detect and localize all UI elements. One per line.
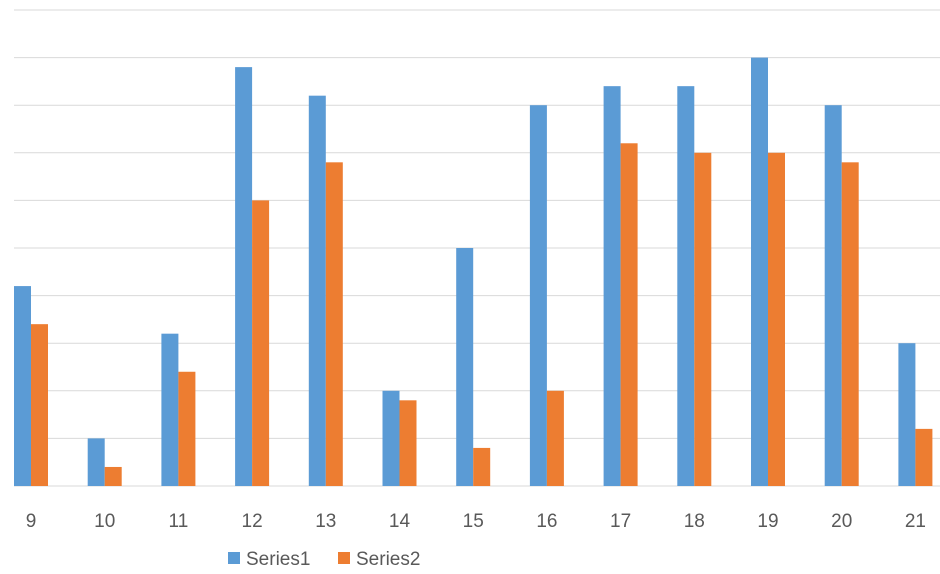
x-tick-label: 9 [26,511,37,532]
bar-series1-11 [161,333,179,486]
x-tick-label: 16 [536,511,557,532]
legend-swatch-series2 [338,552,350,564]
x-tick-label: 21 [905,511,926,532]
legend-swatch-series1 [228,552,240,564]
x-axis-tick-labels: 9 10 11 12 13 14 15 16 17 18 19 20 21 [26,511,926,532]
bar-series1-13 [308,95,326,487]
gridlines [14,9,940,487]
bar-series2-11 [178,371,196,486]
legend-label-series1: Series1 [246,549,310,570]
bar-series2-18 [694,152,712,487]
bar-series1-15 [456,248,474,486]
bar-series1-17 [603,86,621,486]
x-tick-label: 17 [610,511,631,532]
bar-series1-20 [824,105,842,486]
bar-series1-9 [14,286,31,486]
x-tick-label: 10 [94,511,115,532]
bar-series1-19 [751,57,768,486]
legend-label-series2: Series2 [356,549,420,570]
x-tick-label: 12 [242,511,263,532]
bar-series2-17 [620,143,638,486]
bar-series2-14 [399,400,417,486]
x-tick-label: 19 [757,511,778,532]
x-tick-label: 14 [389,511,411,532]
bar-series2-20 [841,162,859,486]
x-tick-label: 11 [169,511,189,532]
bar-series2-21 [915,428,933,486]
bar-series1-18 [677,86,695,486]
x-tick-label: 15 [463,511,484,532]
bar-series1-21 [898,343,916,486]
bar-series1-14 [382,390,400,486]
bar-series2-16 [546,390,564,486]
bars [14,57,933,487]
bar-series2-13 [325,162,343,486]
x-tick-label: 13 [315,511,336,532]
bar-series1-12 [235,67,253,487]
x-tick-label: 20 [831,511,852,532]
bar-series2-12 [252,200,270,486]
legend: Series1 Series2 [228,549,420,570]
bar-series2-15 [473,447,491,486]
bar-series2-19 [768,152,785,487]
bar-series1-16 [529,105,547,486]
bar-series2-9 [31,324,48,486]
x-tick-label: 18 [684,511,705,532]
bar-series2-10 [104,466,122,486]
bar-series1-10 [87,438,105,486]
